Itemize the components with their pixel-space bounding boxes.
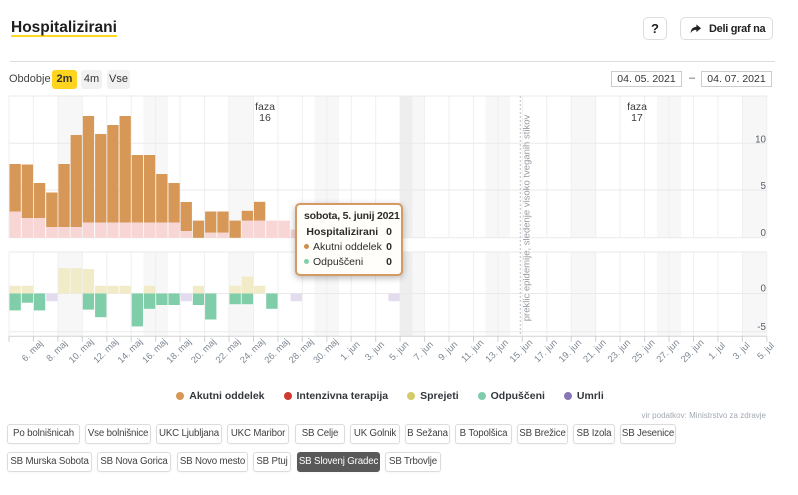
svg-text:8. maj: 8. maj [44,338,69,363]
svg-text:14. maj: 14. maj [116,337,145,366]
svg-text:3. jul: 3. jul [731,340,752,361]
svg-text:5. jul: 5. jul [755,340,776,361]
svg-text:30. maj: 30. maj [311,337,340,366]
svg-text:27. jun: 27. jun [654,337,681,364]
svg-text:15. jun: 15. jun [508,337,535,364]
svg-text:20. maj: 20. maj [189,337,218,366]
svg-text:preklic epidemije, sledenje vi: preklic epidemije, sledenje visoko tvega… [521,115,532,322]
svg-text:16. maj: 16. maj [140,337,169,366]
svg-text:-5: -5 [757,322,766,333]
svg-text:26. maj: 26. maj [262,337,291,366]
svg-text:7. jun: 7. jun [412,339,435,362]
svg-text:18. maj: 18. maj [165,337,194,366]
svg-text:1. jul: 1. jul [706,340,727,361]
svg-text:0: 0 [761,284,767,295]
svg-text:19. jun: 19. jun [557,337,584,364]
svg-text:21. jun: 21. jun [581,337,608,364]
svg-text:22. maj: 22. maj [214,337,243,366]
svg-text:28. maj: 28. maj [287,337,316,366]
svg-text:5. jun: 5. jun [387,339,410,362]
svg-text:3. jun: 3. jun [363,339,386,362]
svg-text:17: 17 [631,112,643,124]
svg-text:faza: faza [627,101,647,113]
svg-text:5: 5 [761,181,767,192]
svg-text:23. jun: 23. jun [606,337,633,364]
svg-text:24. maj: 24. maj [238,337,267,366]
svg-text:16: 16 [259,112,271,124]
svg-text:10. maj: 10. maj [67,337,96,366]
svg-text:10: 10 [755,135,766,146]
svg-text:13. jun: 13. jun [483,337,510,364]
svg-text:17. jun: 17. jun [532,337,559,364]
svg-text:faza: faza [255,101,275,113]
svg-text:12. maj: 12. maj [91,337,120,366]
svg-text:25. jun: 25. jun [630,337,657,364]
svg-text:9. jun: 9. jun [436,339,459,362]
svg-text:1. jun: 1. jun [338,339,361,362]
svg-text:29. jun: 29. jun [679,337,706,364]
svg-text:11. jun: 11. jun [459,338,485,364]
svg-text:6. maj: 6. maj [20,338,45,363]
svg-text:0: 0 [761,228,767,239]
